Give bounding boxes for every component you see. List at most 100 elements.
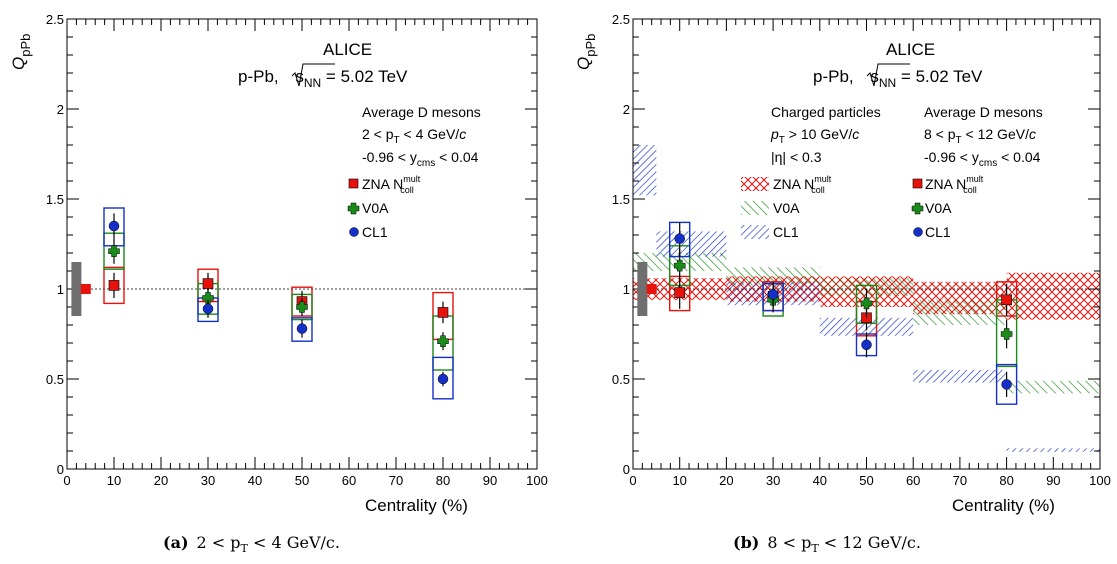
- panel-a-ytick-label-0: 0: [57, 462, 64, 477]
- panel-b-point-cl1-1: [767, 289, 779, 300]
- panel-b-meson-y: -0.96 < ycms < 0.04: [924, 149, 1041, 169]
- panel-b-legend-cl1: CL1: [925, 224, 951, 240]
- panel-b-band-cl1-0: [633, 145, 657, 196]
- panel-a-xtick-label-2: 20: [154, 473, 168, 488]
- panel-b-point-cl1-3: [1001, 379, 1012, 390]
- panel-a-xtick-label-4: 40: [248, 473, 262, 488]
- panel-b-band-cl1-1: [656, 231, 727, 257]
- panel-a-legend-zna: ZNA Nmult coll: [362, 174, 421, 195]
- panel-a-frame: [66, 18, 538, 470]
- panel-b-ytick-label-4: 2: [623, 102, 630, 117]
- panel-a-point-zna-0: [108, 280, 120, 291]
- panel-a-xtick-label-5: 50: [295, 473, 309, 488]
- panel-b-legend-charged-zna-swatch: [741, 177, 769, 191]
- panel-a-point-zna-3: [437, 307, 449, 318]
- panel-b-charged-title: Charged particles: [771, 104, 881, 120]
- panel-b-band-zna-4: [1006, 272, 1100, 320]
- panel-b-point-cl1-0: [674, 233, 685, 244]
- panel-b-legend-charged-zna: ZNA Nmult coll: [773, 174, 832, 195]
- panel-a-ytick-label-4: 2: [57, 102, 64, 117]
- panel-b-xtick-label-10: 100: [1089, 473, 1111, 488]
- panel-a-xtick-label-8: 80: [436, 473, 450, 488]
- panel-a-system: p-Pb, sNN = 5.02 TeV: [238, 67, 408, 90]
- panel-b-point-cl1-2: [861, 339, 872, 351]
- panel-a-xtick-label-7: 70: [389, 473, 403, 488]
- caption-b: (b) 8 < pT < 12 GeV/c.: [733, 533, 921, 555]
- panel-a-point-v0a-2: [296, 301, 308, 313]
- panel-a-xtick-label-0: 0: [63, 473, 70, 488]
- panel-b-ytick-label-3: 1.5: [612, 192, 630, 207]
- panel-a-point-zna-1: [202, 278, 214, 289]
- panel-b-band-v0a-4: [1006, 380, 1100, 394]
- panel-b-xtick-label-3: 30: [766, 473, 780, 488]
- panel-a-point-cl1-1: [202, 303, 214, 315]
- panel-b-xtick-label-5: 50: [859, 473, 873, 488]
- panel-b-normalization-marker: [646, 284, 657, 294]
- panel-b-sys-cl1-3: [995, 363, 1018, 405]
- panel-b-legend-v0a: V0A: [925, 200, 952, 216]
- panel-a-point-cl1-3: [437, 373, 449, 385]
- panel-b-band-v0a-3: [913, 299, 1007, 325]
- panel-a-legend-v0a: V0A: [362, 200, 389, 216]
- panel-a-point-cl1-0: [108, 220, 120, 232]
- panel-a-experiment: ALICE: [323, 40, 372, 59]
- panel-b-ytick-label-0: 0: [623, 462, 630, 477]
- panel-a-normalization-box: [71, 262, 82, 316]
- panel-a-meson-pt: 2 < pT < 4 GeV/c: [362, 126, 466, 146]
- panel-b-meson-title: Average D mesons: [924, 104, 1043, 120]
- panel-b-xtick-label-4: 40: [813, 473, 827, 488]
- panel-b-legend-charged-v0a-swatch: [741, 201, 769, 215]
- panel-a-legend-v0a-marker: [347, 202, 360, 215]
- panel-b-meson-pt: 8 < pT < 12 GeV/c: [924, 126, 1036, 146]
- panel-b-legend-charged-v0a: V0A: [773, 200, 800, 216]
- panel-a-point-v0a-1: [202, 292, 214, 304]
- panel-b-point-v0a-3: [1000, 328, 1013, 340]
- panel-b-system: p-Pb, sNN = 5.02 TeV: [813, 67, 983, 90]
- panel-b-ylabel: QpPb: [574, 34, 598, 70]
- panel-a-meson-title: Average D mesons: [362, 104, 481, 120]
- panel-a-meson-y: -0.96 < ycms < 0.04: [362, 149, 479, 169]
- panel-a-sqrt-sign: [291, 63, 335, 87]
- panel-b-ytick-label-1: 0.5: [612, 372, 630, 387]
- panel-b-experiment: ALICE: [886, 40, 935, 59]
- panel-b-legend-cl1-marker: [913, 227, 923, 237]
- panel-b-xtick-label-0: 0: [629, 473, 636, 488]
- panel-b-xtick-label-1: 10: [672, 473, 686, 488]
- panel-b-ytick-label-2: 1: [623, 282, 630, 297]
- panel-a-ytick-label-2: 1: [57, 282, 64, 297]
- panel-a-legend-cl1: CL1: [362, 224, 388, 240]
- panel-b-charged-eta: |η| < 0.3: [771, 149, 822, 165]
- panel-a-ytick-label-5: 2.5: [46, 12, 64, 27]
- panel-a-legend-cl1-marker: [349, 227, 359, 237]
- panel-b-xtick-label-2: 20: [719, 473, 733, 488]
- panel-a-xlabel: Centrality (%): [365, 496, 468, 515]
- panel-b-point-zna-3: [1001, 294, 1012, 306]
- panel-a-ytick-label-1: 0.5: [46, 372, 64, 387]
- panel-a-legend-zna-marker: [348, 178, 359, 189]
- panel-a-point-cl1-2: [296, 323, 308, 334]
- panel-a-xtick-label-3: 30: [201, 473, 215, 488]
- panel-a-xtick-label-1: 10: [107, 473, 121, 488]
- caption-a: (a) 2 < pT < 4 GeV/c.: [163, 533, 340, 555]
- panel-b-ytick-label-5: 2.5: [612, 12, 630, 27]
- panel-b-band-cl1-4: [913, 370, 1007, 383]
- panel-b-point-v0a-2: [860, 297, 873, 310]
- panel-a-normalization-marker: [80, 284, 91, 294]
- panel-b-band-cl1-5: [1006, 448, 1100, 452]
- panel-b-point-zna-0: [674, 287, 686, 298]
- panel-a-sys-cl1-3: [432, 356, 454, 400]
- panel-a-xtick-label-9: 90: [483, 473, 497, 488]
- panel-a-xtick-label-6: 60: [342, 473, 356, 488]
- panel-a-sys-zna-0: [103, 266, 125, 305]
- panel-b-legend-v0a-marker: [911, 202, 924, 215]
- panel-b-charged-pt: pT > 10 GeV/c: [770, 126, 859, 146]
- panel-a-point-v0a-3: [437, 335, 449, 347]
- panel-b-xtick-label-6: 60: [906, 473, 920, 488]
- panel-a-xtick-label-10: 100: [526, 473, 548, 488]
- panel-a-sys-cl1-2: [291, 317, 313, 342]
- panel-b-normalization-box: [637, 262, 648, 316]
- panel-b-legend-zna: ZNA Nmult coll: [925, 174, 984, 195]
